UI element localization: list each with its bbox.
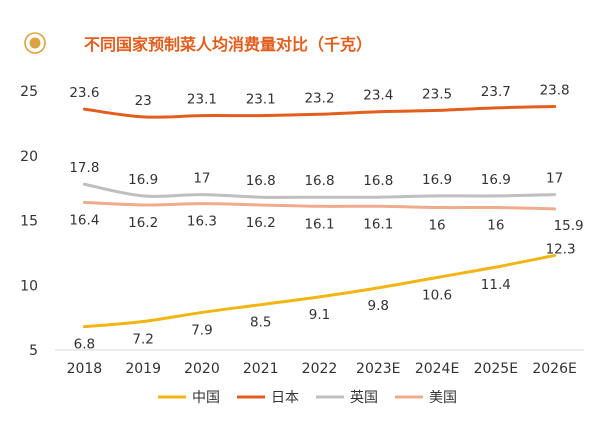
data-label: 16 [487, 218, 504, 234]
series-line [82, 200, 557, 211]
data-label: 16.2 [128, 215, 158, 231]
legend-label: 中国 [192, 390, 220, 406]
data-label: 16.3 [187, 214, 217, 230]
data-label: 16.9 [481, 172, 511, 188]
x-tick-label: 2023E [356, 361, 400, 377]
data-label: 10.6 [422, 287, 452, 303]
x-tick-label: 2024E [415, 361, 459, 377]
series-line [82, 253, 557, 329]
data-label: 23.5 [422, 86, 452, 102]
legend: 中国 日本 英国 美国 [158, 389, 457, 406]
data-label: 17 [193, 171, 210, 187]
y-axis: 5 10 15 20 25 [20, 84, 38, 359]
data-label: 23.1 [246, 92, 276, 108]
x-tick-label: 2019 [125, 361, 161, 377]
data-label: 23.7 [481, 84, 511, 100]
x-tick-label: 2020 [184, 361, 220, 377]
data-label: 16.8 [363, 173, 393, 189]
legend-label: 日本 [271, 390, 299, 406]
data-label: 16.8 [246, 173, 276, 189]
x-tick-label: 2022 [302, 361, 338, 377]
data-label: 23.2 [304, 90, 334, 106]
bullet-circle-icon [24, 32, 46, 54]
data-label: 16.9 [128, 172, 158, 188]
data-label: 6.8 [74, 337, 95, 353]
y-tick-label: 25 [20, 84, 38, 100]
data-label: 23.1 [187, 92, 217, 108]
data-labels: 6.8 7.2 7.9 8.5 9.1 9.8 10.6 11.4 12.3 23.6 23 23.1… [69, 83, 583, 353]
data-label: 15.9 [554, 218, 584, 234]
data-label: 23.4 [363, 88, 393, 104]
y-tick-label: 20 [20, 149, 38, 165]
data-label: 9.8 [368, 298, 389, 314]
series-line [82, 182, 557, 199]
legend-label: 美国 [429, 390, 457, 406]
data-label: 16.2 [246, 215, 276, 231]
legend-label: 英国 [350, 389, 378, 406]
series-line [82, 105, 557, 119]
data-label: 9.1 [309, 307, 330, 323]
x-tick-label: 2018 [67, 361, 103, 377]
data-label: 23.8 [540, 83, 570, 99]
x-tick-label: 2021 [243, 361, 279, 377]
data-label: 16.9 [422, 172, 452, 188]
data-label: 16.8 [304, 173, 334, 189]
data-label: 16 [428, 218, 445, 234]
chart-title: 不同国家预制菜人均消费量对比（千克） [84, 35, 373, 54]
data-label: 16.4 [69, 212, 99, 228]
data-label: 23 [135, 93, 152, 109]
data-label: 17.8 [69, 160, 99, 176]
y-tick-label: 5 [29, 343, 38, 359]
x-tick-label: 2026E [532, 361, 576, 377]
data-label: 23.6 [69, 85, 99, 101]
x-axis: 2018 2019 2020 2021 2022 2023E 2024E 2025E 2026E [67, 361, 577, 377]
x-tick-label: 2025E [474, 361, 518, 377]
data-label: 7.2 [132, 332, 153, 348]
y-tick-label: 10 [20, 278, 38, 294]
series-lines [82, 105, 557, 329]
data-label: 7.9 [191, 322, 212, 338]
data-label: 11.4 [481, 277, 511, 293]
data-label: 17 [546, 171, 563, 187]
data-label: 16.1 [304, 216, 334, 232]
y-tick-label: 15 [20, 214, 38, 230]
data-label: 12.3 [546, 241, 576, 257]
data-label: 16.1 [363, 216, 393, 232]
data-label: 8.5 [250, 315, 271, 331]
